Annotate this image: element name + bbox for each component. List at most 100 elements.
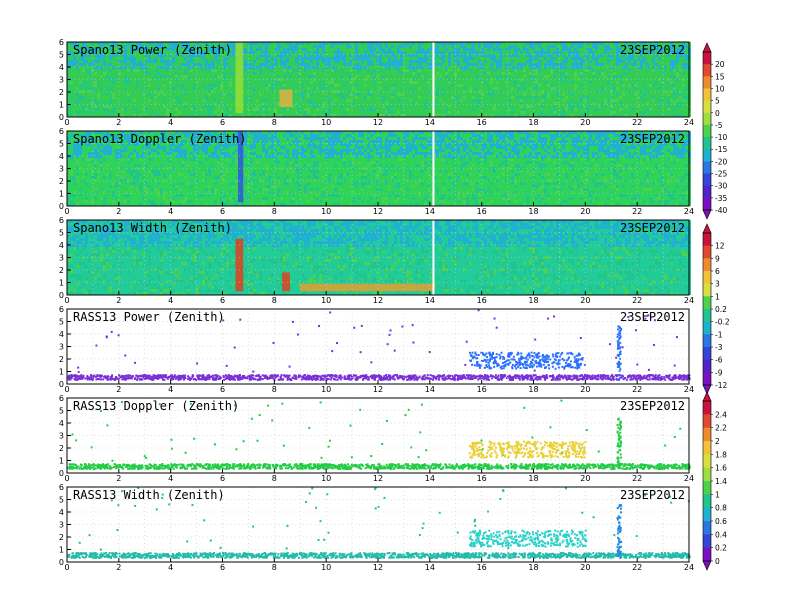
heatmap-cell <box>439 48 442 51</box>
heatmap-cell <box>352 48 355 51</box>
heatmap-cell <box>523 111 526 114</box>
heatmap-cell <box>499 57 502 60</box>
heatmap-cell <box>253 96 256 99</box>
heatmap-cell <box>163 96 166 99</box>
heatmap-cell <box>613 57 616 60</box>
heatmap-cell <box>349 48 352 51</box>
heatmap-cell <box>394 72 397 75</box>
heatmap-cell <box>577 45 580 48</box>
heatmap-cell <box>178 63 181 66</box>
heatmap-cell <box>631 72 634 75</box>
heatmap-cell <box>97 87 100 90</box>
heatmap-cell <box>124 69 127 72</box>
heatmap-cell <box>559 87 562 90</box>
heatmap-cell <box>553 72 556 75</box>
heatmap-cell <box>517 45 520 48</box>
heatmap-cell <box>550 66 553 69</box>
heatmap-cell <box>598 81 601 84</box>
heatmap-cell <box>622 99 625 102</box>
heatmap-cell <box>334 72 337 75</box>
heatmap-cell <box>334 84 337 87</box>
heatmap-cell <box>262 105 265 108</box>
heatmap-cell <box>274 63 277 66</box>
heatmap-cell <box>70 57 73 60</box>
heatmap-cell <box>547 93 550 96</box>
heatmap-cell <box>556 90 559 93</box>
heatmap-cell <box>649 69 652 72</box>
heatmap-cell <box>652 66 655 69</box>
heatmap-cell <box>328 84 331 87</box>
heatmap-cell <box>664 84 667 87</box>
heatmap-cell <box>313 72 316 75</box>
heatmap-cell <box>391 99 394 102</box>
heatmap-cell <box>472 105 475 108</box>
heatmap-cell <box>349 63 352 66</box>
heatmap-cell <box>208 102 211 105</box>
heatmap-cell <box>442 108 445 111</box>
heatmap-cell <box>148 69 151 72</box>
heatmap-cell <box>352 87 355 90</box>
heatmap-cell <box>301 93 304 96</box>
heatmap-cell <box>265 84 268 87</box>
heatmap-cell <box>652 93 655 96</box>
heatmap-cell <box>649 87 652 90</box>
heatmap-cell <box>655 63 658 66</box>
heatmap-cell <box>253 45 256 48</box>
heatmap-cell <box>517 63 520 66</box>
heatmap-cell <box>373 111 376 114</box>
heatmap-cell <box>226 99 229 102</box>
heatmap-cell <box>535 105 538 108</box>
heatmap-cell <box>541 96 544 99</box>
heatmap-cell <box>511 57 514 60</box>
heatmap-cell <box>592 84 595 87</box>
heatmap-cell <box>604 66 607 69</box>
heatmap-cell <box>334 69 337 72</box>
heatmap-cell <box>490 48 493 51</box>
heatmap-cell <box>223 75 226 78</box>
heatmap-cell <box>199 63 202 66</box>
heatmap-cell <box>400 102 403 105</box>
heatmap-cell <box>466 48 469 51</box>
heatmap-cell <box>331 93 334 96</box>
heatmap-cell <box>229 81 232 84</box>
heatmap-cell <box>268 57 271 60</box>
heatmap-cell <box>475 75 478 78</box>
heatmap-cell <box>397 48 400 51</box>
heatmap-cell <box>658 111 661 114</box>
heatmap-cell <box>166 105 169 108</box>
heatmap-cell <box>328 66 331 69</box>
heatmap-cell <box>115 63 118 66</box>
heatmap-cell <box>73 93 76 96</box>
heatmap-cell <box>406 93 409 96</box>
heatmap-cell <box>166 99 169 102</box>
heatmap-cell <box>271 45 274 48</box>
heatmap-cell <box>223 63 226 66</box>
heatmap-cell <box>589 99 592 102</box>
heatmap-cell <box>418 96 421 99</box>
heatmap-cell <box>496 72 499 75</box>
heatmap-cell <box>508 90 511 93</box>
heatmap-cell <box>181 72 184 75</box>
heatmap-cell <box>121 57 124 60</box>
heatmap-cell <box>547 96 550 99</box>
heatmap-cell <box>115 75 118 78</box>
heatmap-cell <box>262 96 265 99</box>
heatmap-cell <box>514 45 517 48</box>
heatmap-cell <box>214 81 217 84</box>
heatmap-cell <box>304 78 307 81</box>
heatmap-cell <box>175 90 178 93</box>
heatmap-cell <box>211 60 214 63</box>
heatmap-cell <box>397 75 400 78</box>
heatmap-cell <box>175 63 178 66</box>
heatmap-cell <box>664 63 667 66</box>
heatmap-cell <box>394 108 397 111</box>
heatmap-cell <box>649 108 652 111</box>
heatmap-cell <box>634 84 637 87</box>
heatmap-cell <box>166 81 169 84</box>
heatmap-cell <box>526 51 529 54</box>
heatmap-cell <box>478 69 481 72</box>
heatmap-cell <box>469 57 472 60</box>
heatmap-cell <box>628 66 631 69</box>
heatmap-cell <box>319 48 322 51</box>
heatmap-cell <box>613 84 616 87</box>
